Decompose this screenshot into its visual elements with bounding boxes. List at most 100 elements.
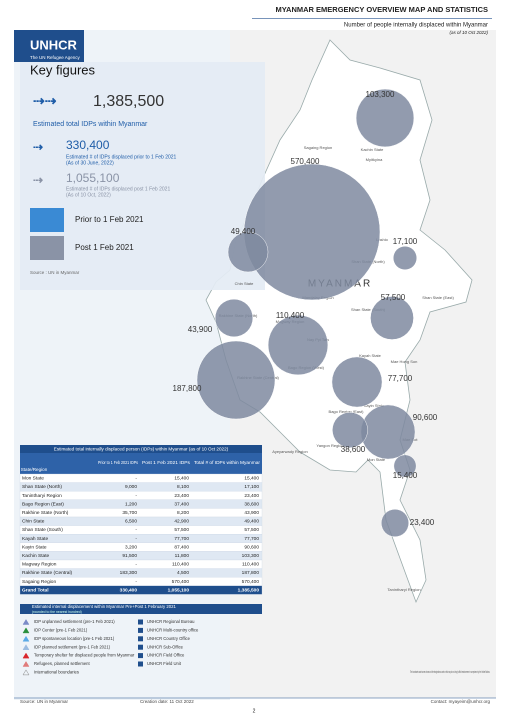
bubble-label: 43,900 (188, 325, 213, 334)
region-label: Myitkyina (366, 157, 383, 162)
region-label: Shan State (East) (422, 295, 454, 300)
table-cell: Kachin State (22, 553, 50, 559)
table-cell: Mon State (22, 476, 44, 482)
table-cell: Chin State (22, 519, 45, 525)
bubble (214, 298, 254, 338)
table-cell: 77,700 (244, 536, 259, 542)
table-cell: - (135, 477, 137, 482)
table-cell: 8,200 (177, 510, 189, 516)
table-cell: 110,400 (242, 562, 259, 568)
legend-symbol (138, 661, 143, 667)
table-cell: 23,400 (174, 493, 189, 499)
region-label: Bago Region (East) (329, 409, 365, 414)
bubble-label: 90,600 (413, 413, 438, 422)
table-cell: - (135, 528, 137, 533)
table-cell: 8,100 (177, 484, 189, 490)
bubble (370, 296, 414, 340)
legend-post: Post 1 Feb 2021 (75, 243, 134, 252)
logo-sub: The UN Refugee Agency (30, 55, 81, 60)
legend-symbol (138, 653, 143, 659)
table-header (20, 453, 262, 474)
region-label: Kachin State (361, 147, 384, 152)
region-label: Lashio (376, 237, 389, 242)
table-cell: 17,100 (244, 484, 259, 490)
header-title: MYANMAR EMERGENCY OVERVIEW MAP AND STATI… (275, 5, 488, 14)
table-cell: 110,400 (172, 562, 189, 568)
bubble-label: 77,700 (388, 374, 413, 383)
legend-item: Temporary shelter for displaced people f… (34, 653, 135, 658)
table-row (19, 542, 263, 552)
legend-symbol (22, 652, 30, 659)
region-label: Kayin State (364, 403, 385, 408)
legend-item: IDP unplanned settlement (pre-1 Feb 2021… (34, 619, 115, 624)
table-cell: - (135, 563, 137, 568)
table-title-bar (20, 445, 262, 453)
kf-total: 1,385,500 (93, 93, 164, 110)
table-cell: 57,500 (244, 527, 259, 533)
bubble (331, 356, 383, 408)
table-cell: Rakhine State (North) (22, 510, 69, 516)
table-cell: 330,400 (120, 587, 138, 593)
kf-post-date: (As of 10 Oct, 2022) (66, 192, 111, 198)
bubble-label: 57,500 (381, 293, 406, 302)
table-cell: 91,500 (122, 553, 137, 559)
legend-symbol (138, 644, 143, 650)
bubble (360, 404, 416, 460)
region-label: Yangon Region (316, 443, 343, 448)
legend-bar (20, 604, 262, 614)
table-cell: 570,400 (242, 579, 260, 585)
table-cell: Kayin State (22, 544, 47, 550)
table-cell: 187,800 (242, 570, 260, 576)
region-label: Shan State (South) (351, 307, 386, 312)
table-cell: 570,400 (172, 579, 190, 585)
kf-prior: 330,400 (66, 138, 110, 152)
table-cell: 15,400 (174, 476, 189, 482)
table-cell: 4,500 (177, 570, 189, 576)
footer-created: Creation date: 11 Oct 2022 (140, 699, 194, 704)
footer-source: Source: UN in Myanmar (20, 699, 69, 704)
column-header: Total # of IDPs within Myanmar (194, 460, 260, 465)
bubble (392, 245, 418, 271)
kf-prior-date: (As of 30 June, 2022) (66, 160, 114, 166)
table-cell: 6,500 (125, 519, 137, 525)
region-label: Chin State (235, 281, 254, 286)
table-cell: 35,700 (122, 510, 137, 516)
header-subtitle: Number of people internally displaced wi… (344, 23, 488, 29)
table-cell: 38,600 (244, 501, 259, 507)
legend-swatch-post (30, 236, 64, 260)
table-cell: 9,000 (125, 484, 137, 490)
table-cell: - (135, 580, 137, 585)
kf-title: Key figures (30, 62, 96, 77)
kf-icon: ⇢⇢ (33, 93, 57, 109)
legend-item: UNHCR Country Office (147, 636, 191, 641)
bubble (380, 508, 410, 538)
table-cell: 90,600 (244, 544, 259, 550)
legend-symbol (138, 636, 143, 642)
page-number: 2 (253, 708, 256, 714)
table-cell: 37,400 (174, 501, 189, 507)
table-cell: 3,200 (125, 544, 137, 550)
legend-item: IDP planned settlement (pre-1 Feb 2021) (34, 644, 111, 649)
legend-item: UNHCR Multi-country office (147, 628, 199, 633)
kf-post: 1,055,100 (66, 171, 120, 185)
legend-symbol (138, 619, 143, 625)
legend-symbol (138, 627, 143, 633)
table-cell: 183,300 (120, 570, 138, 576)
bubble-label: 49,400 (231, 227, 256, 236)
legend-swatch-prior (30, 208, 64, 232)
legend-symbol (22, 619, 30, 625)
bubble-label: 103,300 (366, 90, 395, 99)
kf-source: Source : UN in Myanmar (30, 270, 80, 275)
bubble-label: 23,400 (410, 518, 435, 527)
legend-item: UNHCR Sub-Office (147, 644, 184, 649)
column-header: Prior to 1 Feb 2021 IDPs (98, 460, 139, 465)
disclaimer: The boundaries and names shown and the d… (410, 669, 490, 674)
region-label: Kayah State (359, 353, 382, 358)
legend-prior: Prior to 1 Feb 2021 (75, 215, 144, 224)
legend-item: UNHCR Regional Bureau (147, 619, 195, 624)
logo: UNHCR (30, 37, 78, 52)
bubble (393, 454, 417, 478)
table-cell: Grand Total (22, 587, 49, 593)
table-cell: Shan State (North) (22, 484, 62, 490)
